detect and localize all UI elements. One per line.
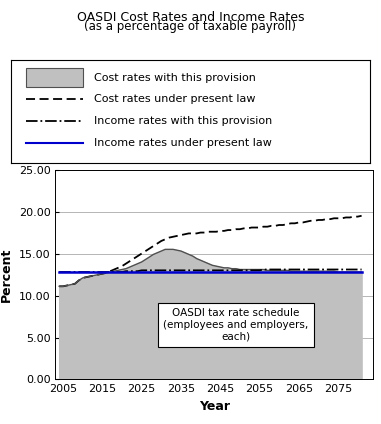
Text: Cost rates with this provision: Cost rates with this provision (94, 73, 256, 83)
Text: Cost rates under present law: Cost rates under present law (94, 95, 255, 104)
Bar (26, 68, 83, 87)
Y-axis label: Percent: Percent (0, 247, 13, 302)
Text: Income rates with this provision: Income rates with this provision (94, 116, 272, 126)
Text: OASDI tax rate schedule
(employees and employers,
each): OASDI tax rate schedule (employees and e… (163, 308, 309, 341)
Text: Income rates under present law: Income rates under present law (94, 138, 272, 148)
Text: (as a percentage of taxable payroll): (as a percentage of taxable payroll) (85, 20, 296, 33)
Text: OASDI Cost Rates and Income Rates: OASDI Cost Rates and Income Rates (77, 11, 304, 24)
X-axis label: Year: Year (199, 400, 230, 413)
